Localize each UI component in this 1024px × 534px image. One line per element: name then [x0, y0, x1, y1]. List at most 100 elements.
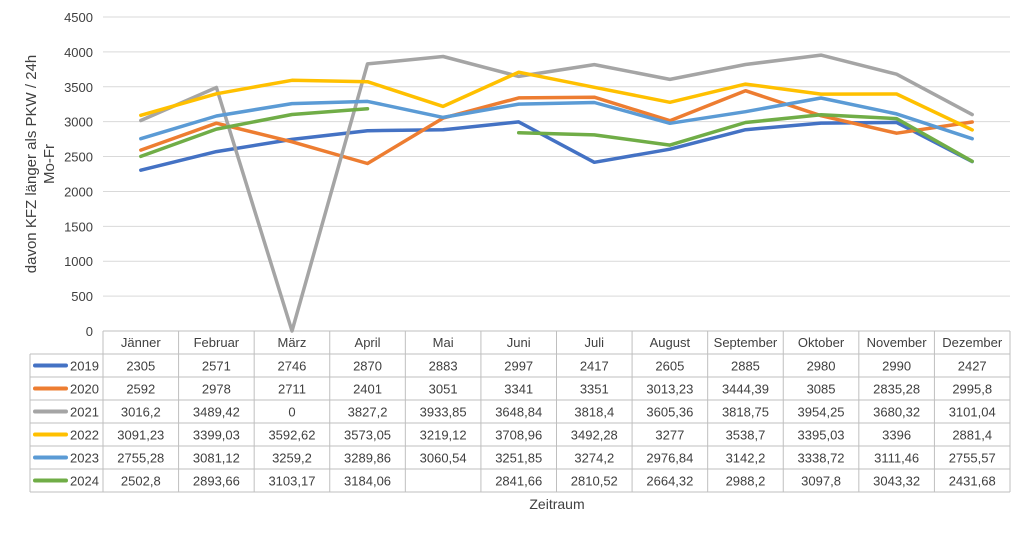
y-tick-label: 4500	[64, 10, 93, 25]
data-table-cell: 3680,32	[873, 405, 920, 420]
x-tick-label: Jänner	[121, 335, 161, 350]
data-table-cell: 2755,28	[117, 451, 164, 466]
y-tick-label: 3500	[64, 80, 93, 95]
x-tick-label: Mai	[433, 335, 454, 350]
data-table-cell: 2990	[882, 359, 911, 374]
series-line-2022	[139, 70, 974, 132]
y-tick-label: 2000	[64, 184, 93, 199]
data-table-cell: 2711	[278, 382, 306, 397]
series-line-2023	[139, 96, 974, 141]
legend-label-2020: 2020	[70, 382, 99, 397]
data-table-cell: 3827,2	[348, 405, 388, 420]
data-table-cell: 2427	[958, 359, 987, 374]
x-tick-label: August	[650, 335, 691, 350]
data-table-cell: 3013,23	[646, 382, 693, 397]
data-table-cell: 3648,84	[495, 405, 542, 420]
legend-label-2024: 2024	[70, 474, 99, 489]
series-line-2024	[139, 107, 370, 159]
x-tick-label: Juli	[585, 335, 605, 350]
data-table-cell: 3444,39	[722, 382, 769, 397]
data-table-cell: 3016,2	[121, 405, 161, 420]
data-table-cell: 3097,8	[801, 474, 841, 489]
data-table-cell: 2417	[580, 359, 609, 374]
data-table-cell: 3395,03	[798, 428, 845, 443]
x-tick-label: September	[714, 335, 778, 350]
data-table-cell: 2881,4	[952, 428, 992, 443]
data-table-cell: 3101,04	[949, 405, 996, 420]
y-tick-label: 1500	[64, 219, 93, 234]
data-table-cell: 3060,54	[420, 451, 467, 466]
x-tick-label: Dezember	[942, 335, 1003, 350]
data-table-cell: 3274,2	[574, 451, 614, 466]
y-tick-label: 1000	[64, 254, 93, 269]
data-table-cell: 3708,96	[495, 428, 542, 443]
data-table-cell: 3489,42	[193, 405, 240, 420]
data-table-cell: 3818,75	[722, 405, 769, 420]
data-table-cell: 2835,28	[873, 382, 920, 397]
data-table-cell: 2976,84	[646, 451, 693, 466]
y-tick-label: 4000	[64, 45, 93, 60]
data-table-cell: 2988,2	[726, 474, 766, 489]
data-table-cell: 3043,32	[873, 474, 920, 489]
data-table-cell: 3492,28	[571, 428, 618, 443]
series-line-2019	[139, 120, 974, 172]
data-table-cell: 2893,66	[193, 474, 240, 489]
data-table-cell: 2870	[353, 359, 382, 374]
legend-label-2021: 2021	[70, 405, 99, 420]
data-table-cell: 2995,8	[952, 382, 992, 397]
x-tick-label: März	[278, 335, 307, 350]
data-table-cell: 3091,23	[117, 428, 164, 443]
data-table-cell: 3341	[504, 382, 533, 397]
data-table-cell: 2605	[655, 359, 684, 374]
data-table-cell: 2592	[126, 382, 155, 397]
data-table-cell: 2746	[277, 359, 306, 374]
data-table-cell: 3081,12	[193, 451, 240, 466]
legend-label-2019: 2019	[70, 359, 99, 374]
data-table-cell: 2841,66	[495, 474, 542, 489]
data-table-cell: 2571	[202, 359, 231, 374]
data-table-cell: 3573,05	[344, 428, 391, 443]
data-table-cell: 2883	[429, 359, 458, 374]
data-table-cell: 2664,32	[646, 474, 693, 489]
x-tick-label: November	[867, 335, 928, 350]
data-table-cell: 3259,2	[272, 451, 312, 466]
x-tick-label: April	[355, 335, 381, 350]
legend-label-2022: 2022	[70, 428, 99, 443]
data-table-cell: 2502,8	[121, 474, 161, 489]
y-tick-label: 2500	[64, 150, 93, 165]
data-table-cell: 2885	[731, 359, 760, 374]
data-table-cell: 2978	[202, 382, 231, 397]
data-table-cell: 3142,2	[726, 451, 766, 466]
data-table-cell: 2997	[504, 359, 533, 374]
data-table-cell: 3289,86	[344, 451, 391, 466]
data-table-cell: 3051	[429, 382, 458, 397]
x-tick-label: Oktober	[798, 335, 845, 350]
series-line-2024	[516, 113, 974, 164]
data-table-cell: 3251,85	[495, 451, 542, 466]
y-axis-label-line-1: davon KFZ länger als PKW / 24h	[23, 55, 40, 273]
data-table-cell: 3933,85	[420, 405, 467, 420]
data-table-cell: 2755,57	[949, 451, 996, 466]
data-table-cell: 3277	[655, 428, 684, 443]
data-table-cell: 3351	[580, 382, 609, 397]
y-tick-label: 500	[71, 289, 93, 304]
data-table-cell: 3184,06	[344, 474, 391, 489]
data-table-cell: 3954,25	[798, 405, 845, 420]
x-axis-label: Zeitraum	[529, 496, 584, 512]
x-tick-label: Juni	[507, 335, 531, 350]
data-table-cell: 0	[288, 405, 295, 420]
data-table-cell: 3085	[807, 382, 836, 397]
data-table-cell: 3592,62	[268, 428, 315, 443]
data-table-cell: 3338,72	[798, 451, 845, 466]
data-table-cell: 2810,52	[571, 474, 618, 489]
legend-label-2023: 2023	[70, 451, 99, 466]
y-axis-label-line-2: Mo-Fr	[41, 144, 58, 184]
data-table-cell: 3818,4	[574, 405, 614, 420]
data-table-cell: 3103,17	[268, 474, 315, 489]
data-table-cell: 3399,03	[193, 428, 240, 443]
data-table-cell: 3605,36	[646, 405, 693, 420]
data-table-cell: 3111,46	[874, 451, 919, 466]
series-line-2021	[139, 53, 974, 333]
x-tick-label: Februar	[194, 335, 240, 350]
